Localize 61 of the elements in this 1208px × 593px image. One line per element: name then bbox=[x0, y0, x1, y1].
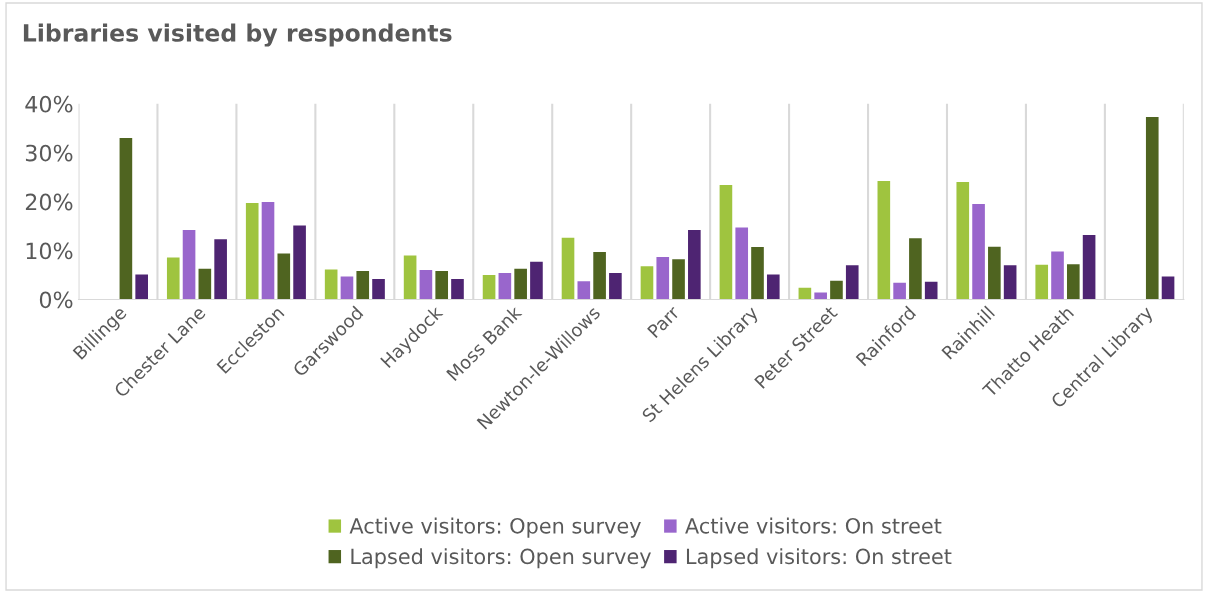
bar bbox=[893, 282, 906, 300]
bar bbox=[245, 203, 259, 300]
bar bbox=[924, 281, 938, 300]
bar bbox=[419, 270, 433, 300]
bar bbox=[719, 184, 733, 300]
bar bbox=[735, 227, 749, 300]
bar bbox=[530, 261, 543, 300]
legend-label: Active visitors: Open survey bbox=[349, 517, 641, 538]
legend-label: Active visitors: On street bbox=[685, 517, 942, 534]
y-tick-label: 30% bbox=[25, 144, 73, 162]
bar bbox=[498, 273, 512, 300]
y-tick-label: 40% bbox=[25, 95, 73, 113]
bar bbox=[640, 266, 654, 300]
bar bbox=[182, 230, 196, 300]
bar bbox=[593, 252, 606, 300]
bar bbox=[688, 230, 701, 300]
bar bbox=[135, 274, 148, 300]
bar bbox=[845, 265, 859, 300]
bar bbox=[340, 276, 354, 300]
bar bbox=[972, 204, 985, 300]
legend-label: Lapsed visitors: On street bbox=[686, 548, 952, 569]
bar bbox=[956, 182, 970, 300]
bar bbox=[166, 257, 180, 300]
y-tick-label: 0% bbox=[39, 291, 73, 309]
bar bbox=[577, 281, 591, 300]
y-tick-label: 10% bbox=[26, 242, 73, 260]
bar bbox=[372, 278, 385, 300]
bar bbox=[356, 271, 370, 300]
bar bbox=[277, 253, 291, 300]
bar bbox=[1145, 116, 1159, 300]
bar bbox=[561, 237, 575, 300]
bar bbox=[909, 238, 922, 300]
bar bbox=[1003, 265, 1017, 300]
bar bbox=[214, 239, 227, 300]
bar bbox=[324, 269, 338, 300]
bar bbox=[451, 278, 464, 300]
bar bbox=[1161, 276, 1175, 300]
y-tick-label: 20% bbox=[25, 193, 73, 211]
chart-title: Libraries visited by respondents bbox=[23, 23, 452, 47]
bar bbox=[988, 246, 1001, 300]
bar bbox=[672, 259, 685, 300]
bar bbox=[514, 268, 527, 300]
bar bbox=[656, 256, 670, 300]
bar bbox=[751, 247, 764, 300]
bar bbox=[1051, 251, 1064, 300]
bar bbox=[830, 280, 843, 300]
bar bbox=[1035, 264, 1049, 300]
bar bbox=[766, 274, 780, 300]
bar bbox=[293, 225, 306, 300]
bar bbox=[435, 271, 449, 300]
bar bbox=[609, 273, 622, 300]
bar bbox=[1082, 234, 1096, 300]
bar bbox=[482, 275, 496, 300]
bar bbox=[1066, 264, 1080, 300]
bar bbox=[403, 255, 417, 300]
bar bbox=[814, 292, 827, 300]
bar bbox=[261, 202, 275, 300]
bar bbox=[198, 268, 212, 300]
bar bbox=[119, 138, 133, 300]
bar bbox=[877, 181, 891, 300]
legend-label: Lapsed visitors: Open survey bbox=[351, 548, 651, 569]
